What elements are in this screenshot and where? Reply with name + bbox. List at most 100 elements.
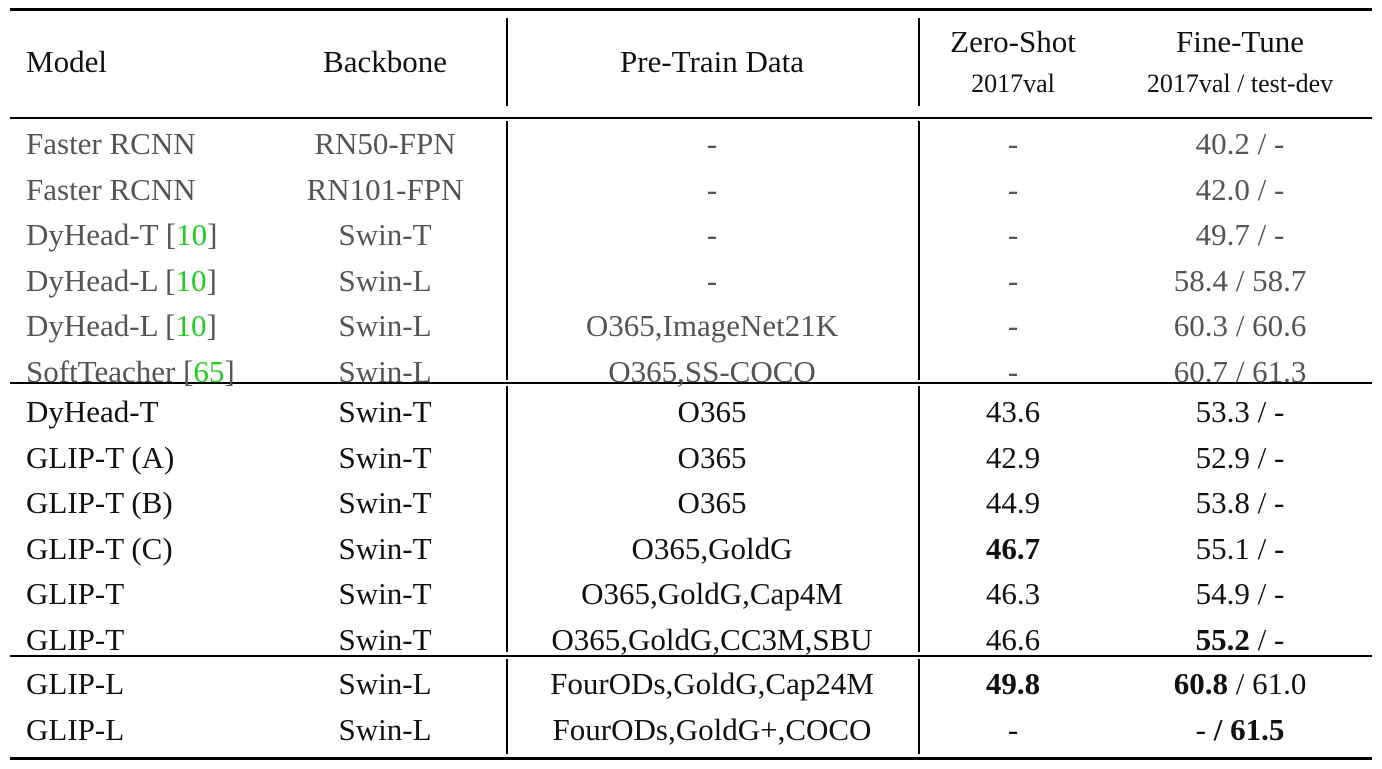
column-divider [918,121,920,380]
finetune-separator: / [1249,530,1275,566]
model-cell: DyHead-T [26,392,159,432]
zeroshot-cell: 46.3 [985,576,1041,611]
finetune-2017val: 42.0 [1195,171,1250,207]
pretrain-data-cell: - [706,171,718,207]
finetune-separator: / [1249,171,1275,207]
header-divider-2 [918,18,920,106]
group-rule-2 [10,655,1372,657]
finetune-cell: 40.2 / - [1196,124,1285,164]
zeroshot-cell: - [1007,171,1019,207]
finetune-separator: / [1227,262,1253,298]
pretrain-data-cell: O365,SS-COCO [608,353,816,389]
finetune-separator: / [1227,353,1253,389]
zeroshot-cell: 46.7 [985,530,1041,566]
model-name: GLIP-L [26,666,125,701]
backbone-cell: Swin-L [338,262,432,298]
pretrain-data-cell: O365 [677,439,747,475]
citation-link: 10 [176,217,208,252]
model-name: GLIP-T (B) [26,485,173,520]
finetune-testdev: 61.0 [1252,666,1307,701]
finetune-cell: 54.9 / - [1196,574,1285,614]
finetune-2017val: 60.8 [1173,666,1228,701]
finetune-separator: / [1249,126,1275,161]
header-model: Model [26,44,107,79]
finetune-testdev: - [1274,485,1285,520]
finetune-testdev: 60.6 [1252,308,1307,343]
zeroshot-cell: 49.8 [985,666,1041,701]
model-name: GLIP-T (A) [26,439,175,475]
finetune-2017val: 60.3 [1173,308,1228,343]
finetune-2017val: 49.7 [1195,217,1250,252]
zeroshot-cell: - [1007,126,1019,161]
finetune-cell: 53.3 / - [1196,392,1285,432]
finetune-separator: / [1227,308,1253,343]
backbone-cell: Swin-L [338,353,432,389]
finetune-separator: / [1249,485,1275,520]
citation-link: 10 [175,262,207,298]
backbone-cell: Swin-T [338,217,432,252]
model-name: SoftTeacher [26,353,176,389]
finetune-separator: / [1249,217,1275,252]
model-cell: GLIP-T (C) [26,529,173,569]
model-name: GLIP-L [26,711,125,747]
finetune-separator: / [1249,439,1275,475]
model-cell: DyHead-L [10] [26,308,217,343]
zeroshot-cell: - [1007,711,1019,747]
pretrain-data-cell: O365,GoldG,Cap4M [581,576,843,611]
header-zeroshot-sub: 2017val [971,69,1055,98]
model-name: Faster RCNN [26,171,196,207]
finetune-cell: 58.4 / 58.7 [1174,261,1307,301]
zeroshot-cell: 42.9 [985,439,1041,475]
finetune-2017val: 55.1 [1195,530,1250,566]
finetune-testdev: - [1274,439,1285,475]
model-name: DyHead-L [26,308,158,343]
finetune-testdev: - [1274,171,1285,207]
group-rule-1 [10,382,1372,384]
model-cell: GLIP-T [26,574,124,614]
finetune-2017val: 53.8 [1195,485,1250,520]
backbone-cell: RN50-FPN [314,126,456,161]
finetune-2017val: 40.2 [1195,126,1250,161]
backbone-cell: Swin-L [338,666,432,701]
finetune-cell: 60.7 / 61.3 [1174,352,1307,392]
finetune-cell: 42.0 / - [1196,170,1285,210]
finetune-testdev: 58.7 [1252,262,1307,298]
backbone-cell: Swin-T [338,576,432,611]
pretrain-data-cell: - [706,262,718,298]
backbone-cell: Swin-T [338,394,432,429]
finetune-cell: 49.7 / - [1196,215,1285,255]
header-backbone: Backbone [323,44,447,79]
model-name: DyHead-T [26,217,158,252]
finetune-cell: 55.1 / - [1196,529,1285,569]
pretrain-data-cell: O365 [677,394,747,429]
backbone-cell: Swin-T [338,485,432,520]
zeroshot-cell: 43.6 [985,394,1041,429]
finetune-cell: 60.8 / 61.0 [1174,664,1307,704]
citation-link: 10 [175,308,207,343]
pretrain-data-cell: FourODs,GoldG,Cap24M [550,666,874,701]
citation-link: 65 [193,353,225,389]
backbone-cell: Swin-T [338,530,432,566]
zeroshot-cell: 46.6 [985,621,1041,657]
column-divider [506,386,508,652]
model-cell: DyHead-L [10] [26,262,217,298]
pretrain-data-cell: O365,ImageNet21K [585,308,839,343]
backbone-cell: Swin-L [338,711,432,747]
header-zeroshot: Zero-Shot [950,24,1076,59]
model-name: GLIP-T (C) [26,530,173,566]
finetune-cell: 55.2 / - [1196,620,1285,660]
pretrain-data-cell: - [706,126,718,161]
model-cell: GLIP-T (A) [26,438,174,478]
zeroshot-cell: - [1007,353,1019,389]
bottom-rule [10,757,1372,760]
pretrain-data-cell: FourODs,GoldG+,COCO [552,711,872,747]
finetune-cell: 52.9 / - [1196,438,1285,478]
finetune-testdev: 61.3 [1252,353,1307,389]
model-cell: SoftTeacher [65] [26,353,235,389]
zeroshot-cell: 44.9 [985,485,1041,520]
finetune-separator: / [1205,711,1231,747]
model-cell: GLIP-L [26,710,124,750]
finetune-testdev: - [1274,394,1285,429]
column-divider [506,659,508,754]
model-name: GLIP-T [26,621,125,657]
